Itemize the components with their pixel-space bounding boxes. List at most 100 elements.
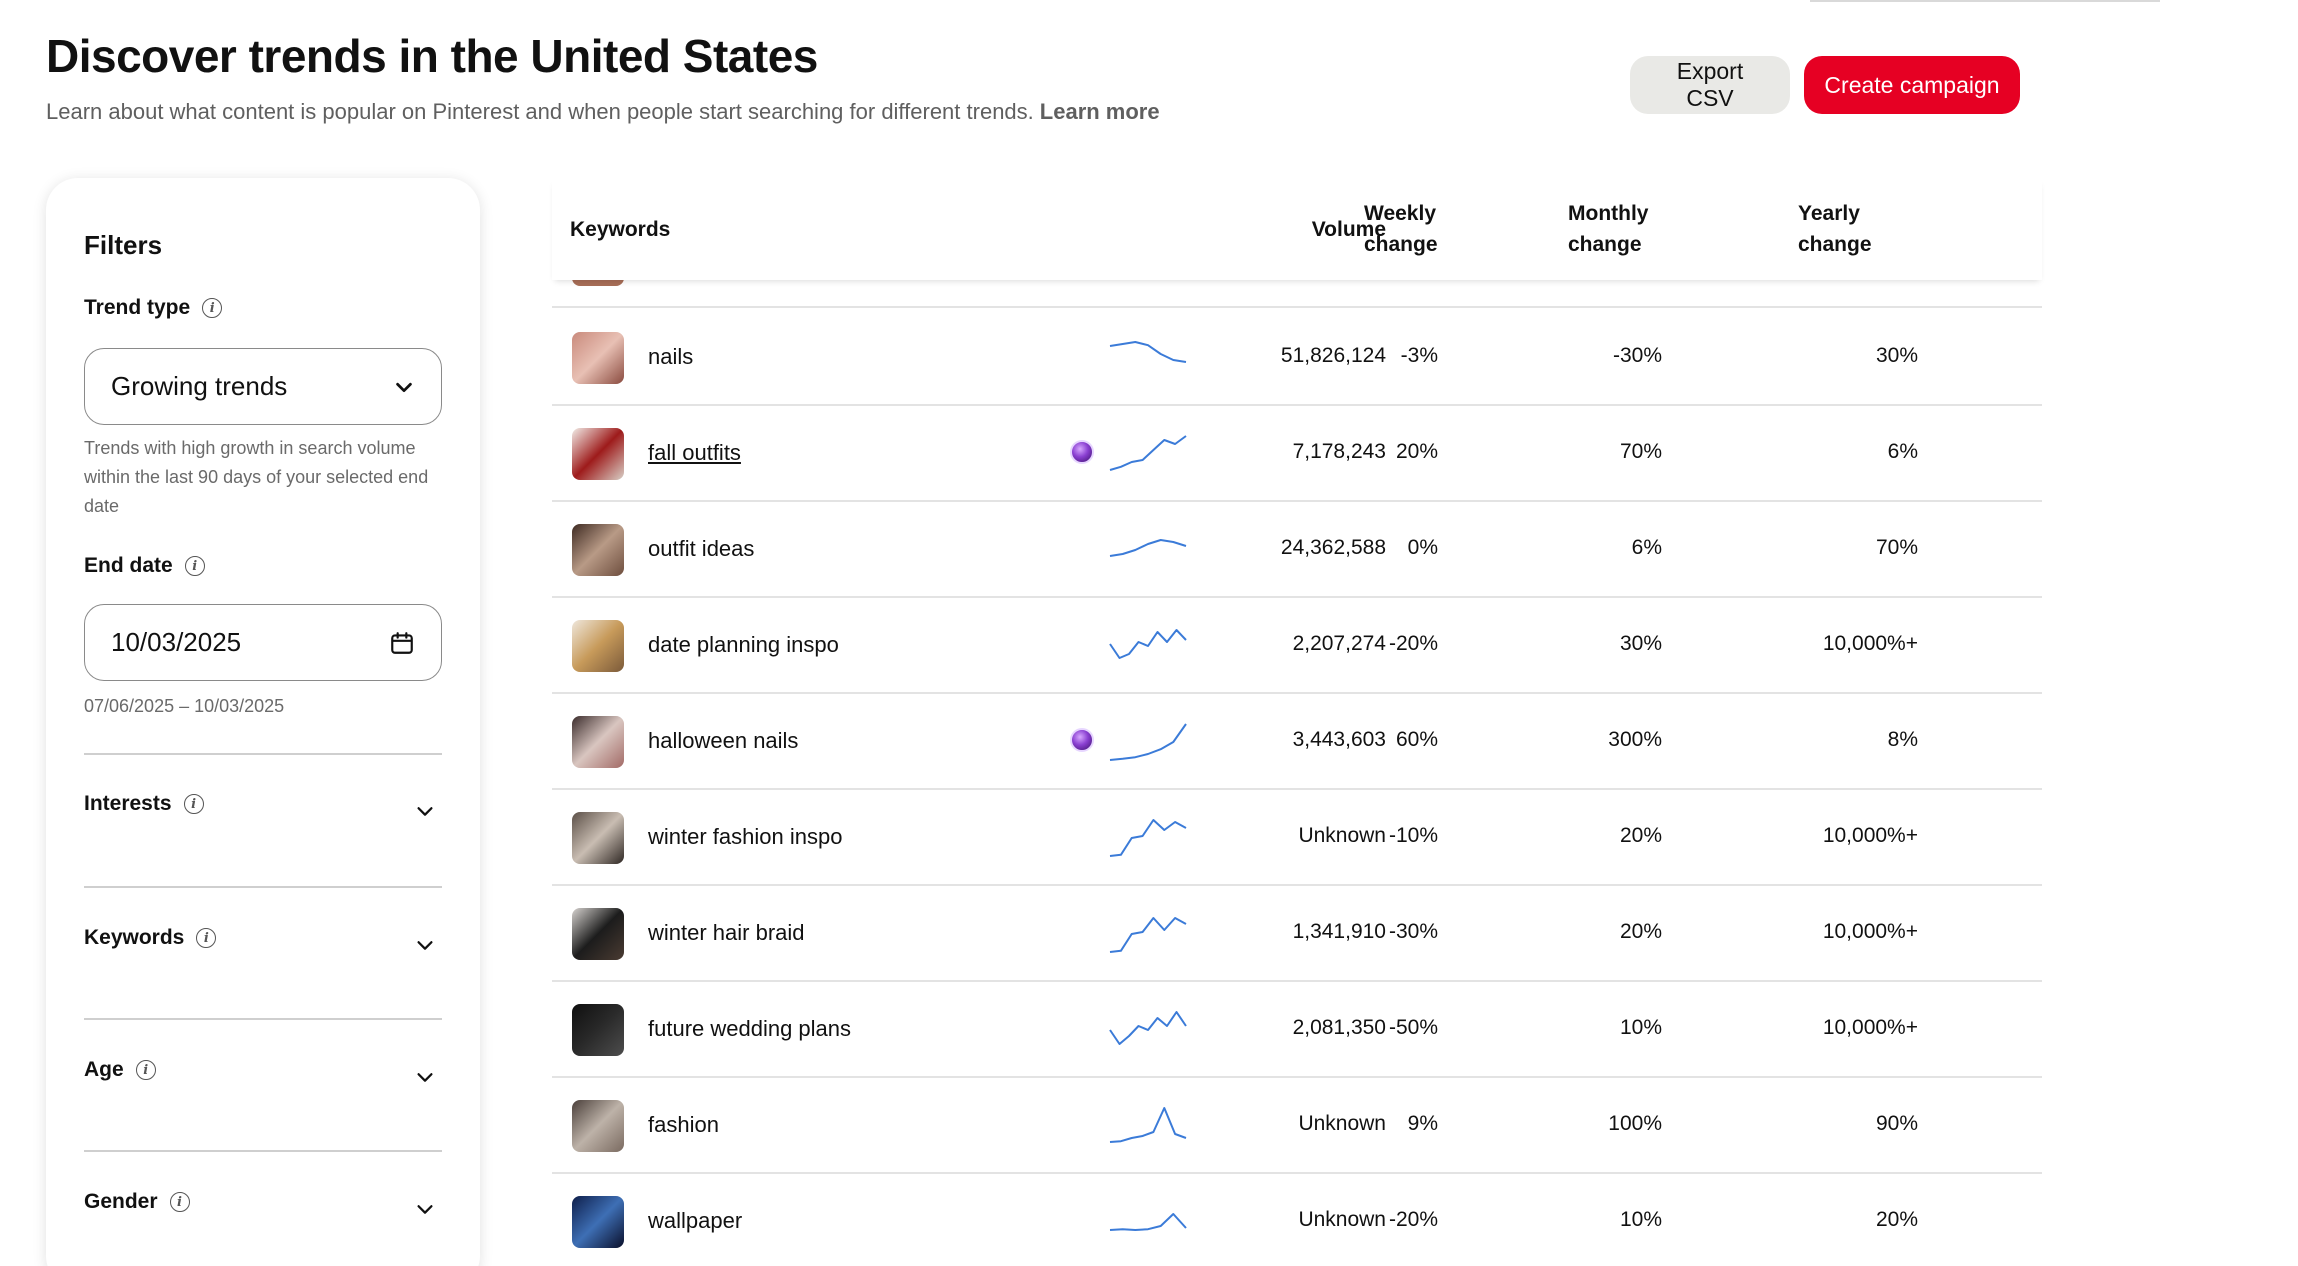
keyword-label: nails xyxy=(648,344,694,369)
yearly-change-cell: 6% xyxy=(1887,440,1918,463)
keyword-thumbnail xyxy=(572,524,624,576)
volume-cell: Unknown xyxy=(1298,1112,1386,1135)
keyword-label: winter hair braid xyxy=(648,920,805,945)
volume-cell: Unknown xyxy=(1298,824,1386,847)
table-row[interactable]: fall outfits 7,178,243 20% 70% 6% xyxy=(552,406,2042,502)
top-divider xyxy=(1810,0,2160,2)
filters-title: Filters xyxy=(84,230,163,260)
page-subtitle: Learn about what content is popular on P… xyxy=(46,98,1160,126)
trend-sparkline xyxy=(1109,917,1187,953)
volume-cell: 2,081,350 xyxy=(1292,1016,1386,1039)
page-title: Discover trends in the United States xyxy=(46,30,818,82)
info-icon[interactable]: i xyxy=(169,1192,190,1212)
export-csv-button[interactable]: Export CSV xyxy=(1630,56,1790,114)
age-label: Age i xyxy=(84,1058,156,1082)
keyword-thumbnail xyxy=(572,1196,624,1248)
trend-type-select[interactable]: Growing trends xyxy=(84,348,442,425)
filters-panel: Filters Trend type i Growing trends Tren… xyxy=(46,178,480,1266)
keyword-label: winter fashion inspo xyxy=(648,824,843,849)
column-monthly-change[interactable]: Monthly change xyxy=(1568,198,1648,260)
keyword-thumbnail xyxy=(572,716,624,768)
chevron-down-icon[interactable] xyxy=(414,1198,436,1220)
keyword-thumbnail xyxy=(572,620,624,672)
end-date-range: 07/06/2025 – 10/03/2025 xyxy=(84,696,285,716)
column-keywords[interactable]: Keywords xyxy=(570,218,671,241)
end-date-input[interactable]: 10/03/2025 xyxy=(84,604,442,681)
monthly-change-cell: 30% xyxy=(1619,632,1662,655)
column-yearly-line1: Yearly xyxy=(1798,202,1860,225)
column-weekly-change[interactable]: Weekly change xyxy=(1364,198,1438,260)
yearly-change-cell: 10,000%+ xyxy=(1822,920,1918,943)
table-row[interactable]: date planning inspo 2,207,274 -20% 30% 10,00… xyxy=(552,598,2042,694)
yearly-change-cell: 10,000%+ xyxy=(1822,632,1918,655)
yearly-change-cell: 20% xyxy=(1875,1208,1918,1231)
end-date-value: 10/03/2025 xyxy=(111,627,242,657)
table-row[interactable]: future wedding plans 2,081,350 -50% 10% 10,0… xyxy=(552,982,2042,1078)
gender-label-text: Gender xyxy=(84,1190,158,1213)
table-row[interactable]: halloween nails 3,443,603 60% 300% 8% xyxy=(552,694,2042,790)
age-label-text: Age xyxy=(84,1058,124,1081)
column-yearly-change[interactable]: Yearly change xyxy=(1798,198,1872,260)
yearly-change-cell: 8% xyxy=(1887,728,1918,751)
weekly-change-cell: -50% xyxy=(1388,1016,1438,1039)
filter-divider xyxy=(84,1150,442,1152)
keyword-label: future wedding plans xyxy=(648,1016,852,1041)
gender-label: Gender i xyxy=(84,1190,190,1214)
table-row[interactable]: winter hair braid 1,341,910 -30% 20% 10,000%… xyxy=(552,886,2042,982)
monthly-change-cell: 6% xyxy=(1631,536,1662,559)
trend-type-help: Trends with high growth in search volume… xyxy=(84,438,429,516)
filter-divider xyxy=(84,1018,442,1020)
table-row[interactable]: wallpaper Unknown -20% 10% 20% xyxy=(552,1174,2042,1266)
trend-type-value: Growing trends xyxy=(111,371,288,401)
monthly-change-cell: 300% xyxy=(1608,728,1662,751)
volume-cell: Unknown xyxy=(1298,1208,1386,1231)
table-row[interactable]: outfit ideas 24,362,588 0% 6% 70% xyxy=(552,502,2042,598)
volume-cell: 24,362,588 xyxy=(1280,536,1386,559)
keyword-thumbnail xyxy=(572,332,624,384)
info-icon[interactable]: i xyxy=(184,556,205,576)
crystal-ball-icon xyxy=(1070,728,1094,752)
yearly-change-cell: 10,000%+ xyxy=(1822,1016,1918,1039)
keyword-label: halloween nails xyxy=(648,728,799,753)
trend-sparkline xyxy=(1109,1213,1187,1231)
weekly-change-cell: -3% xyxy=(1400,344,1438,367)
yearly-change-cell: 30% xyxy=(1875,344,1918,367)
keyword-thumbnail xyxy=(572,428,624,480)
info-icon[interactable]: i xyxy=(135,1060,156,1080)
weekly-change-cell: 9% xyxy=(1407,1112,1438,1135)
create-campaign-button[interactable]: Create campaign xyxy=(1804,56,2020,114)
info-icon[interactable]: i xyxy=(202,298,223,318)
trend-sparkline xyxy=(1109,341,1187,363)
info-icon[interactable]: i xyxy=(183,794,204,814)
interests-label-text: Interests xyxy=(84,792,172,815)
keyword-label: fashion xyxy=(648,1112,719,1137)
column-monthly-line1: Monthly xyxy=(1568,202,1649,225)
filter-interests[interactable]: Interests i xyxy=(84,792,442,852)
table-row[interactable]: nails 51,826,124 -3% -30% 30% xyxy=(552,310,2042,406)
filter-divider xyxy=(84,886,442,888)
table-row[interactable]: fashion Unknown 9% 100% 90% xyxy=(552,1078,2042,1174)
keyword-label: date planning inspo xyxy=(648,632,839,657)
trend-type-label-text: Trend type xyxy=(84,296,191,319)
trend-sparkline xyxy=(1109,539,1187,557)
monthly-change-cell: 20% xyxy=(1619,824,1662,847)
keyword-thumbnail xyxy=(572,1100,624,1152)
filter-age[interactable]: Age i xyxy=(84,1058,442,1118)
chevron-down-icon[interactable] xyxy=(414,934,436,956)
yearly-change-cell: 90% xyxy=(1875,1112,1918,1135)
calendar-icon[interactable] xyxy=(389,630,415,656)
monthly-change-cell: 20% xyxy=(1619,920,1662,943)
filter-keywords[interactable]: Keywords i xyxy=(84,926,442,986)
chevron-down-icon[interactable] xyxy=(414,1066,436,1088)
keyword-label: outfit ideas xyxy=(648,536,755,561)
interests-label: Interests i xyxy=(84,792,204,816)
table-row[interactable]: winter fashion inspo Unknown -10% 20% 10,000… xyxy=(552,790,2042,886)
info-icon[interactable]: i xyxy=(196,928,217,948)
filter-gender[interactable]: Gender i xyxy=(84,1190,442,1250)
learn-more-link[interactable]: Learn more xyxy=(1039,99,1160,124)
trend-sparkline xyxy=(1109,1107,1187,1143)
chevron-down-icon[interactable] xyxy=(414,800,436,822)
keyword-label[interactable]: fall outfits xyxy=(648,440,741,465)
monthly-change-cell: 10% xyxy=(1619,1208,1662,1231)
column-volume[interactable]: Volume xyxy=(1311,218,1386,241)
